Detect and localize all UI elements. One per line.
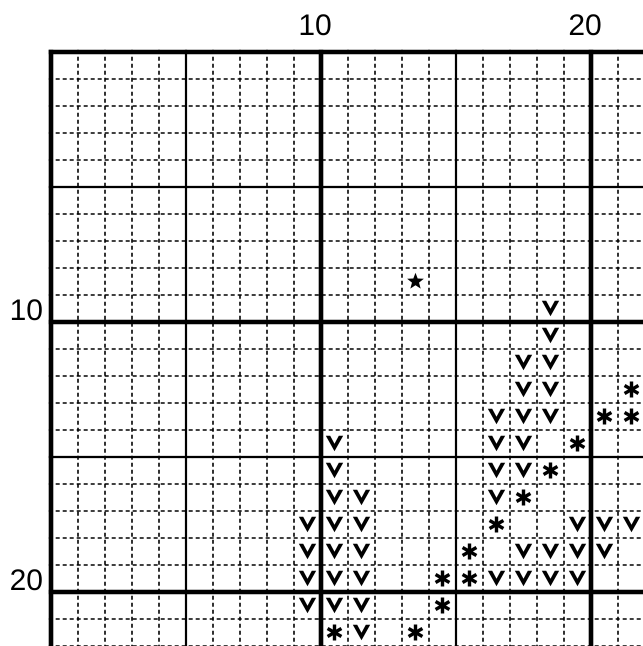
stitch-asterisk-icon bbox=[596, 408, 613, 425]
stitch-chevron-icon bbox=[514, 408, 533, 425]
stitch-asterisk-icon bbox=[623, 408, 640, 425]
stitch-asterisk-icon bbox=[542, 462, 559, 479]
stitch-chevron-icon bbox=[352, 597, 371, 614]
stitch-chevron-icon bbox=[487, 570, 506, 587]
stitch-asterisk-icon bbox=[326, 624, 343, 641]
stitch-asterisk-icon bbox=[569, 435, 586, 452]
stitch-chevron-icon bbox=[622, 516, 641, 533]
left-axis-label: 10 bbox=[10, 294, 43, 327]
stitch-chevron-icon bbox=[325, 435, 344, 452]
stitch-chevron-icon bbox=[487, 462, 506, 479]
stitch-chevron-icon bbox=[352, 516, 371, 533]
stitch-chevron-icon bbox=[325, 570, 344, 587]
stitch-asterisk-icon bbox=[461, 570, 478, 587]
stitch-chevron-icon bbox=[541, 300, 560, 317]
stitch-chevron-icon bbox=[298, 597, 317, 614]
stitch-asterisk-icon bbox=[461, 543, 478, 560]
stitch-chevron-icon bbox=[568, 570, 587, 587]
top-axis-label: 10 bbox=[298, 9, 331, 42]
stitch-chevron-icon bbox=[298, 516, 317, 533]
stitch-chevron-icon bbox=[325, 516, 344, 533]
stitch-chevron-icon bbox=[298, 570, 317, 587]
axis-labels: 10 20 10 20 bbox=[10, 9, 602, 597]
stitch-chevron-icon bbox=[541, 543, 560, 560]
stitch-chevron-icon bbox=[595, 543, 614, 560]
stitch-chevron-icon bbox=[352, 624, 371, 641]
stitch-asterisk-icon bbox=[434, 597, 451, 614]
stitch-chevron-icon bbox=[541, 381, 560, 398]
stitch-chevron-icon bbox=[568, 543, 587, 560]
stitch-symbols bbox=[298, 272, 641, 641]
stitch-chevron-icon bbox=[514, 543, 533, 560]
stitch-chevron-icon bbox=[514, 354, 533, 371]
stitch-asterisk-icon bbox=[623, 381, 640, 398]
stitch-chevron-icon bbox=[487, 435, 506, 452]
stitch-chevron-icon bbox=[325, 543, 344, 560]
stitch-chevron-icon bbox=[352, 570, 371, 587]
stitch-chevron-icon bbox=[541, 570, 560, 587]
stitch-chevron-icon bbox=[298, 543, 317, 560]
stitch-chevron-icon bbox=[514, 570, 533, 587]
grid-lines bbox=[48, 49, 643, 646]
stitch-chevron-icon bbox=[325, 489, 344, 506]
stitch-chevron-icon bbox=[325, 597, 344, 614]
stitch-chevron-icon bbox=[352, 489, 371, 506]
left-axis-label: 20 bbox=[10, 564, 43, 597]
stitch-chevron-icon bbox=[595, 516, 614, 533]
stitch-chevron-icon bbox=[514, 381, 533, 398]
stitch-asterisk-icon bbox=[407, 624, 424, 641]
stitch-asterisk-icon bbox=[488, 516, 505, 533]
stitch-asterisk-icon bbox=[515, 489, 532, 506]
stitch-chevron-icon bbox=[325, 462, 344, 479]
stitch-chevron-icon bbox=[514, 435, 533, 452]
stitch-chevron-icon bbox=[514, 462, 533, 479]
stitch-star-icon bbox=[407, 272, 424, 289]
stitch-chevron-icon bbox=[541, 354, 560, 371]
stitch-chevron-icon bbox=[487, 408, 506, 425]
top-axis-label: 20 bbox=[568, 9, 601, 42]
stitch-chevron-icon bbox=[541, 327, 560, 344]
stitch-chevron-icon bbox=[541, 408, 560, 425]
stitch-chevron-icon bbox=[568, 516, 587, 533]
stitch-chevron-icon bbox=[352, 543, 371, 560]
stitch-asterisk-icon bbox=[434, 570, 451, 587]
stitch-chevron-icon bbox=[487, 489, 506, 506]
